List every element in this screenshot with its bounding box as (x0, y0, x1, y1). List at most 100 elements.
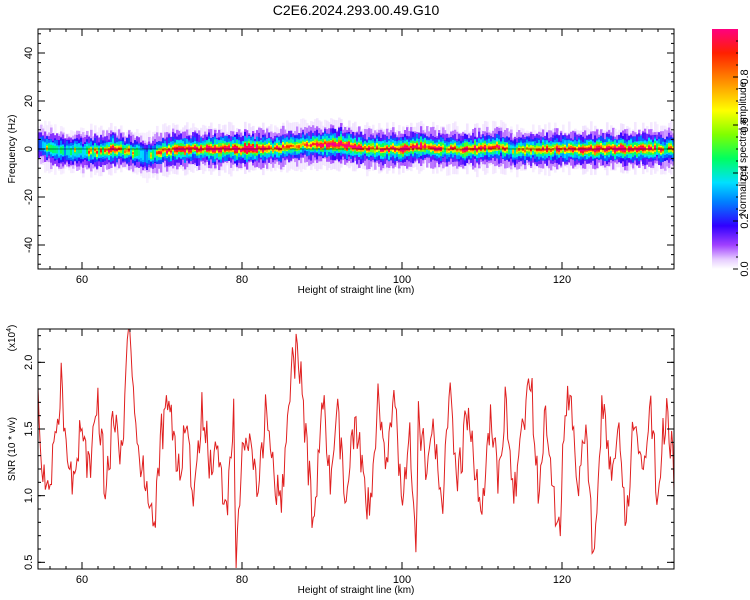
heatmap-cell (392, 146, 395, 149)
heatmap-cell (482, 146, 485, 149)
heatmap-cell (374, 149, 377, 152)
heatmap-cell (460, 149, 463, 152)
heatmap-cell (244, 146, 247, 150)
snr-x-axis-label: Height of straight line (km) (298, 585, 415, 596)
spectrogram-x-tick-label: 100 (393, 274, 411, 286)
heatmap-cell (188, 148, 191, 151)
heatmap-cell (266, 147, 269, 150)
heatmap-cell (40, 140, 43, 148)
heatmap-cell (614, 148, 617, 151)
heatmap-cell (428, 145, 431, 149)
colorbar-label: Normalized spectral amplitude (738, 81, 749, 216)
heatmap-cell (474, 146, 477, 150)
heatmap-cell (66, 145, 69, 156)
heatmap-cell (116, 148, 119, 152)
heatmap-cell (376, 146, 379, 149)
heatmap-cell (284, 146, 287, 149)
heatmap-cell (426, 145, 429, 149)
heatmap-cell (568, 147, 571, 150)
heatmap-cell (350, 145, 353, 148)
heatmap-cell (544, 148, 547, 151)
heatmap-cell (258, 146, 261, 150)
spectrogram-y-tick-label: 20 (23, 95, 35, 107)
heatmap-cell (590, 146, 593, 150)
heatmap-cell (86, 146, 89, 154)
heatmap-cell (510, 145, 513, 154)
heatmap-cell (192, 146, 195, 150)
heatmap-cell (104, 149, 107, 153)
snr-y-tick-label: 0.5 (23, 555, 35, 570)
heatmap-cell (326, 144, 329, 147)
heatmap-cell (256, 147, 259, 150)
heatmap-cell (640, 146, 643, 149)
heatmap-cell (80, 147, 83, 154)
heatmap-cell (464, 148, 467, 151)
heatmap-cell (572, 148, 575, 151)
heatmap-cell (268, 146, 271, 150)
snr-x-tick-label: 60 (76, 574, 88, 586)
heatmap-cell (414, 145, 417, 148)
heatmap-cell (498, 146, 501, 149)
heatmap-cell (592, 148, 595, 151)
heatmap-cell (126, 149, 129, 153)
heatmap-cell (550, 148, 553, 152)
heatmap-cell (136, 147, 139, 157)
heatmap-cell (506, 147, 509, 150)
heatmap-cell (270, 146, 273, 150)
heatmap-cell (166, 150, 169, 154)
spectrogram-y-ticks: -40 -20 0 20 40 (23, 33, 674, 265)
heatmap-cell (584, 148, 587, 151)
heatmap-cell (222, 146, 225, 150)
heatmap-cell (524, 149, 527, 153)
heatmap-cell (208, 147, 211, 151)
heatmap-cell (608, 146, 611, 150)
heatmap-cell (322, 143, 325, 147)
heatmap-cell (514, 147, 517, 157)
spectrogram-heatmap (38, 117, 674, 183)
heatmap-cell (308, 144, 311, 147)
heatmap-cell (558, 148, 561, 151)
heatmap-cell (296, 145, 299, 148)
heatmap-cell (250, 147, 253, 151)
spectrogram-x-tick-label: 80 (236, 274, 248, 286)
heatmap-cell (662, 148, 665, 152)
heatmap-cell (490, 146, 493, 150)
heatmap-cell (388, 149, 391, 152)
heatmap-cell (242, 148, 245, 151)
heatmap-cell (380, 148, 383, 152)
heatmap-cell (480, 146, 483, 150)
heatmap-cell (668, 146, 671, 149)
heatmap-cell (442, 146, 445, 149)
heatmap-cell (418, 146, 421, 150)
heatmap-cell (138, 149, 141, 156)
spectrogram-panel: 60 80 100 120 -40 -20 0 20 40 Height of straigh… (7, 28, 675, 296)
heatmap-cell (430, 146, 433, 150)
heatmap-cell (400, 148, 403, 151)
heatmap-cell (108, 149, 111, 153)
heatmap-cell (176, 148, 179, 151)
heatmap-cell (300, 144, 303, 147)
heatmap-cell (84, 146, 87, 156)
heatmap-cell (530, 148, 533, 152)
heatmap-cell (144, 150, 147, 161)
heatmap-cell (656, 143, 659, 153)
heatmap-cell (424, 145, 427, 148)
heatmap-cell (562, 147, 565, 150)
snr-panel: 60 80 100 120 0.5 1.0 1.5 2.0 Height of straig… (6, 325, 675, 596)
heatmap-cell (184, 149, 187, 152)
heatmap-cell (382, 148, 385, 152)
heatmap-cell (554, 146, 557, 149)
heatmap-cell (566, 148, 569, 152)
heatmap-cell (98, 148, 101, 156)
heatmap-cell (112, 146, 115, 150)
heatmap-cell (618, 147, 621, 151)
heatmap-cell (240, 148, 243, 152)
heatmap-cell (436, 148, 439, 151)
heatmap-cell (218, 148, 221, 151)
heatmap-cell (44, 142, 47, 151)
heatmap-cell (50, 144, 53, 152)
snr-scale-prefix: (x10 (7, 331, 18, 351)
heatmap-cell (58, 147, 61, 156)
snr-x-ticks: 60 80 100 120 (49, 329, 675, 586)
colorbar-tick-label: 0.8 (739, 69, 750, 84)
